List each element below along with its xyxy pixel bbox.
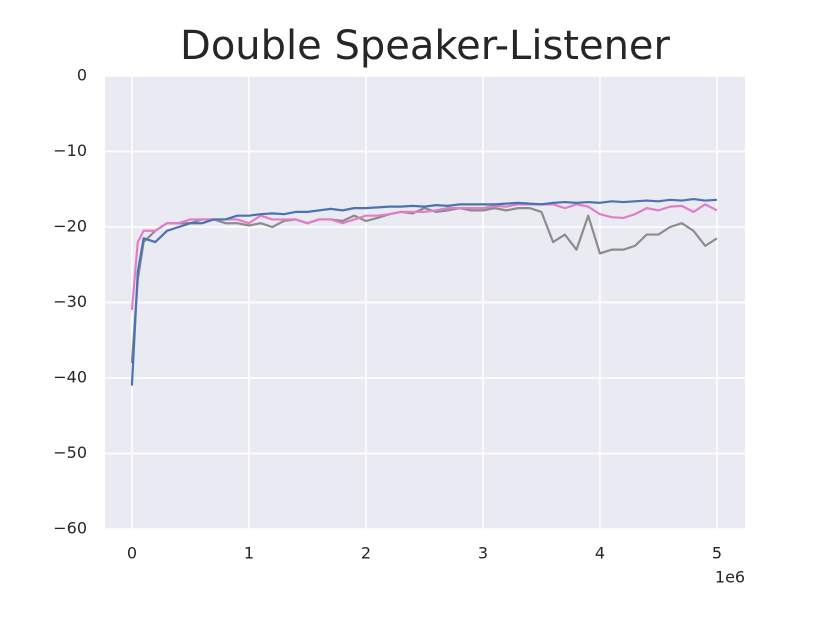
x-tick-label: 4 <box>595 544 605 563</box>
y-tick-label: 0 <box>77 66 87 85</box>
series-line <box>130 197 717 386</box>
y-tick-label: −60 <box>53 519 87 538</box>
y-tick-label: −30 <box>53 292 87 311</box>
y-tick-label: −40 <box>53 368 87 387</box>
x-tick-label: 3 <box>478 544 488 563</box>
x-tick-label: 2 <box>361 544 371 563</box>
x-offset-label: 1e6 <box>715 568 745 587</box>
x-tick-label: 0 <box>127 544 137 563</box>
y-tick-label: −20 <box>53 217 87 236</box>
y-tick-label: −50 <box>53 443 87 462</box>
y-tick-label: −10 <box>53 141 87 160</box>
x-tick-label: 5 <box>712 544 722 563</box>
series-line <box>130 207 718 363</box>
x-tick-label: 1 <box>244 544 254 563</box>
chart-title: Double Speaker-Listener <box>180 23 671 69</box>
